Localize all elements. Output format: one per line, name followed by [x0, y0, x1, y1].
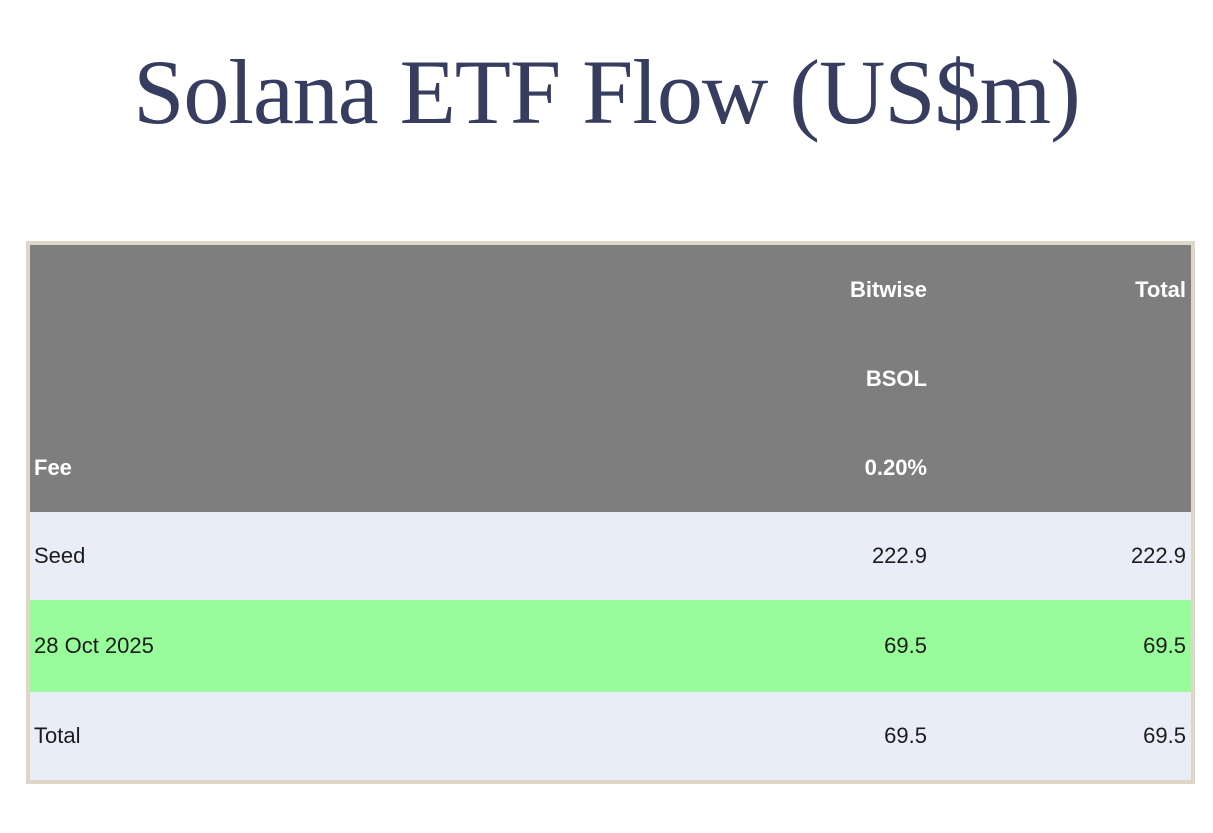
- row-label-seed: Seed: [34, 543, 86, 568]
- cell-date-bitwise: 69.5: [884, 633, 927, 658]
- cell-total-bitwise: 69.5: [884, 723, 927, 748]
- cell-total-total: 69.5: [1143, 723, 1186, 748]
- header-cell-ticker-bsol: BSOL: [865, 365, 927, 391]
- table-row-seed: Seed 222.9 222.9: [30, 512, 1191, 600]
- header-cell-fee-value: 0.20%: [864, 454, 927, 480]
- header-cell-total: Total: [1135, 276, 1186, 302]
- header-row-issuer: Bitwise Total: [30, 245, 1191, 334]
- header-cell-issuer-bitwise: Bitwise: [849, 276, 927, 302]
- header-row-ticker: BSOL: [30, 334, 1191, 423]
- cell-seed-total: 222.9: [1130, 543, 1186, 568]
- page-title: Solana ETF Flow (US$m): [133, 41, 1081, 143]
- header-row-fee: Fee 0.20%: [30, 423, 1191, 512]
- table-header: Bitwise Total BSOL Fee 0.20%: [30, 245, 1191, 512]
- etf-flow-table: Bitwise Total BSOL Fee 0.20% Seed 222.9 …: [26, 241, 1195, 784]
- cell-date-total: 69.5: [1143, 633, 1186, 658]
- cell-seed-bitwise: 222.9: [871, 543, 927, 568]
- table-row-total: Total 69.5 69.5: [30, 692, 1191, 780]
- row-label-total: Total: [34, 723, 81, 748]
- row-label-date: 28 Oct 2025: [34, 633, 154, 658]
- table-row-28-oct-2025-highlighted: 28 Oct 2025 69.5 69.5: [30, 600, 1191, 692]
- header-cell-fee-label: Fee: [34, 454, 72, 480]
